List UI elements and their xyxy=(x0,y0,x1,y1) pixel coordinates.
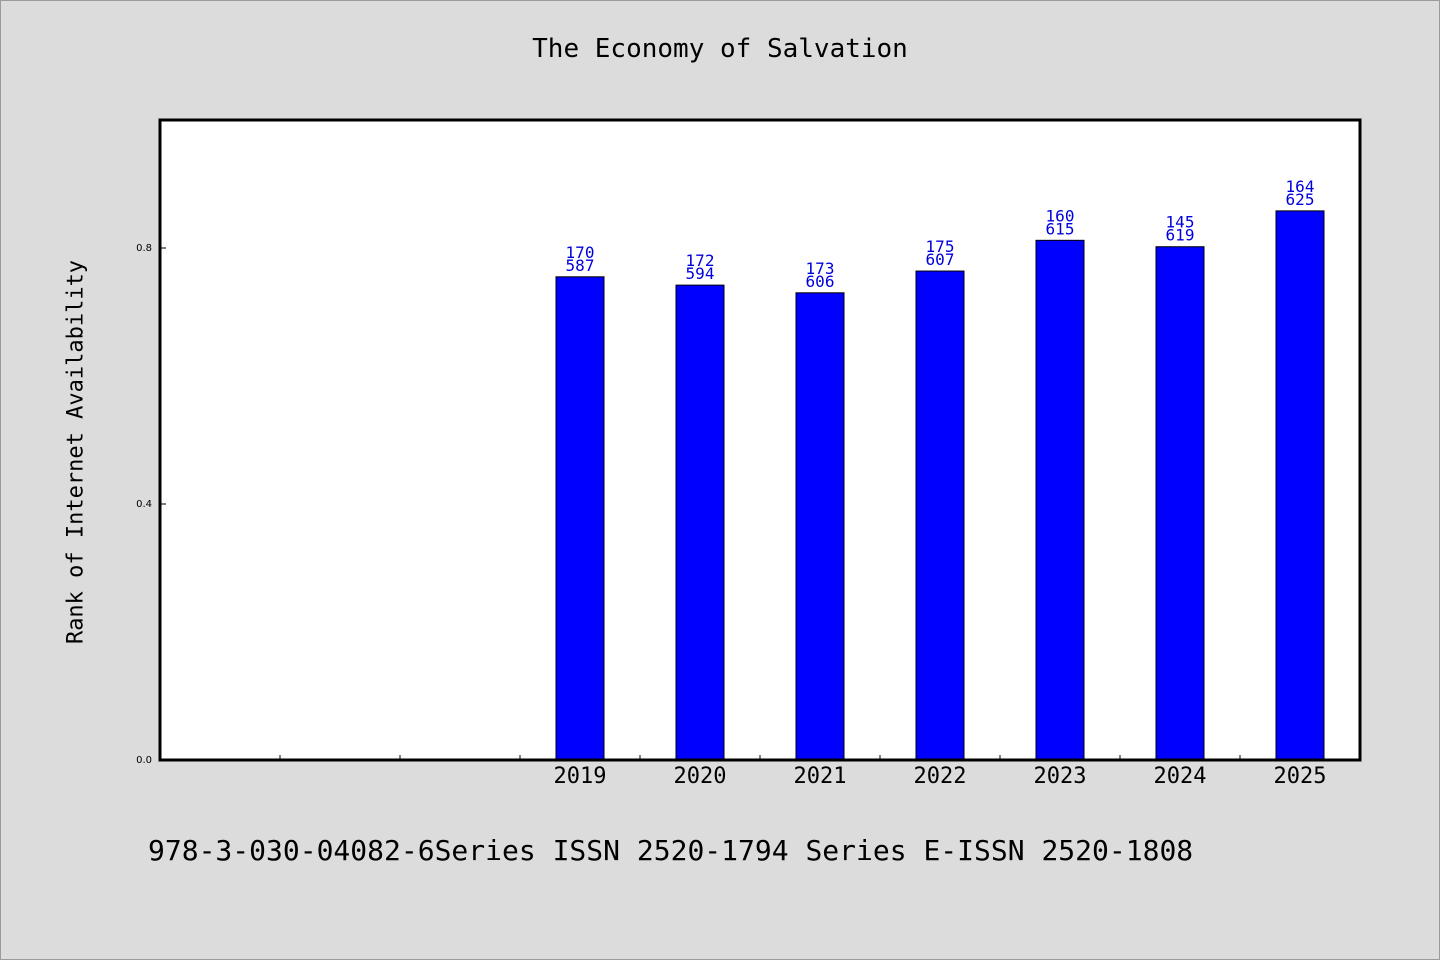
bar-label-bottom-2023: 615 xyxy=(1046,219,1075,238)
y-tick-label: 0.8 xyxy=(136,243,152,254)
bar-label-bottom-2024: 619 xyxy=(1166,226,1195,245)
x-tick-label-2022: 2022 xyxy=(914,764,967,789)
bar-2019 xyxy=(555,276,605,761)
x-tick-label-2021: 2021 xyxy=(794,764,847,789)
bar-2024 xyxy=(1155,246,1205,761)
bar-label-top-2024: 145 xyxy=(1166,213,1195,232)
bar-label-bottom-2020: 594 xyxy=(686,264,715,283)
x-tick-label-2024: 2024 xyxy=(1154,764,1207,789)
bar-label-bottom-2019: 587 xyxy=(566,256,595,275)
bar-label-top-2020: 172 xyxy=(686,251,715,270)
x-tick-label-2023: 2023 xyxy=(1034,764,1087,789)
bar-2025 xyxy=(1275,210,1325,761)
plot-border xyxy=(158,118,1362,762)
x-tick-label-2019: 2019 xyxy=(554,764,607,789)
bar-label-bottom-2022: 607 xyxy=(926,250,955,269)
footer-isbn-text: 978-3-030-04082-6Series ISSN 2520-1794 S… xyxy=(148,834,1194,867)
x-tick-label-2025: 2025 xyxy=(1274,764,1327,789)
bar-2021 xyxy=(795,292,845,761)
y-tick-label: 0.4 xyxy=(136,499,152,510)
x-tick-label-2020: 2020 xyxy=(674,764,727,789)
bar-label-top-2019: 170 xyxy=(566,243,595,262)
bar-2023 xyxy=(1035,239,1085,761)
bar-2020 xyxy=(675,284,725,761)
chart-title: The Economy of Salvation xyxy=(532,34,908,64)
bar-2022 xyxy=(915,270,965,761)
bar-label-top-2023: 160 xyxy=(1046,206,1075,225)
y-tick-label: 0.0 xyxy=(136,755,152,766)
bar-label-top-2021: 173 xyxy=(806,259,835,278)
bar-label-bottom-2021: 606 xyxy=(806,272,835,291)
bar-label-top-2022: 175 xyxy=(926,237,955,256)
bar-label-top-2025: 164 xyxy=(1286,177,1315,196)
bar-label-bottom-2025: 625 xyxy=(1286,190,1315,209)
